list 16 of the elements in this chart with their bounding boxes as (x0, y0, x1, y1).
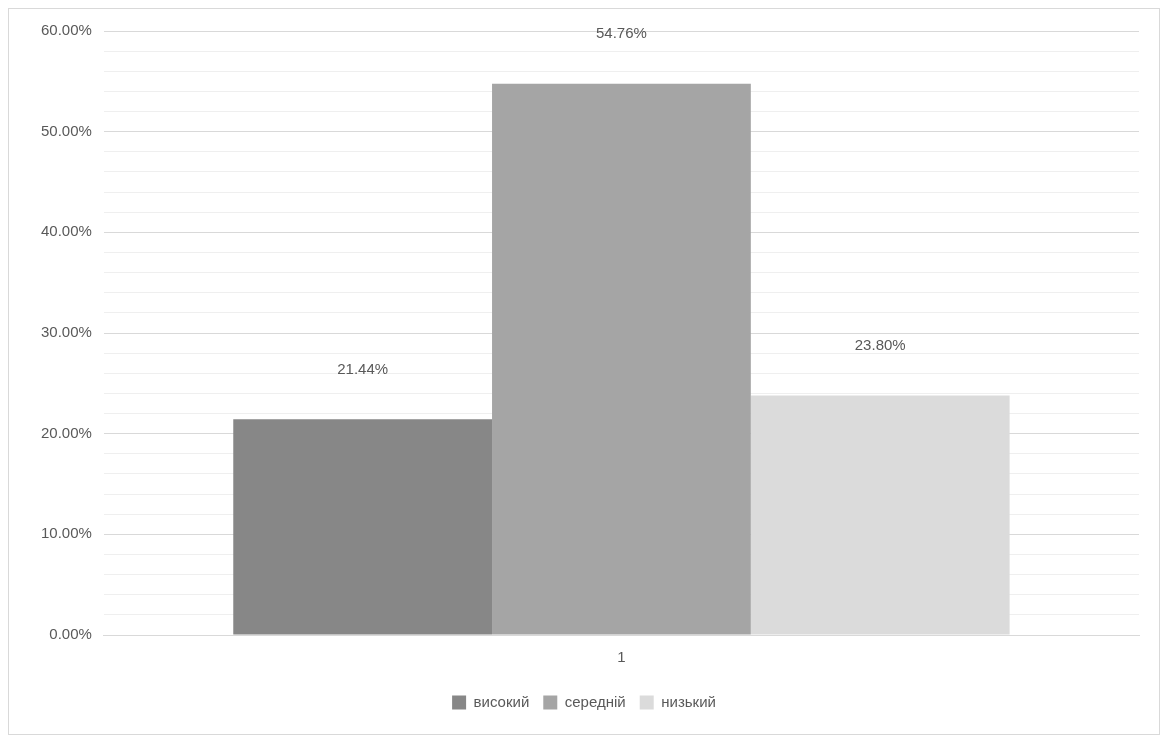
legend-label: середній (564, 692, 626, 710)
legend-label: високий (473, 692, 530, 710)
y-tick-label: 10.00% (41, 524, 92, 542)
bar (492, 83, 751, 635)
legend-label: низький (661, 692, 716, 710)
y-tick-label: 50.00% (41, 121, 92, 139)
y-tick-label: 30.00% (41, 323, 92, 341)
y-tick-label: 20.00% (41, 423, 92, 441)
x-tick-label: 1 (617, 648, 626, 666)
data-label: 21.44% (337, 359, 389, 377)
y-tick-label: 0.00% (49, 625, 92, 643)
data-label: 54.76% (596, 24, 647, 42)
y-tick-label: 60.00% (41, 21, 92, 39)
data-label: 23.80% (854, 336, 906, 354)
y-tick-label: 40.00% (41, 222, 92, 240)
bar (233, 419, 493, 635)
